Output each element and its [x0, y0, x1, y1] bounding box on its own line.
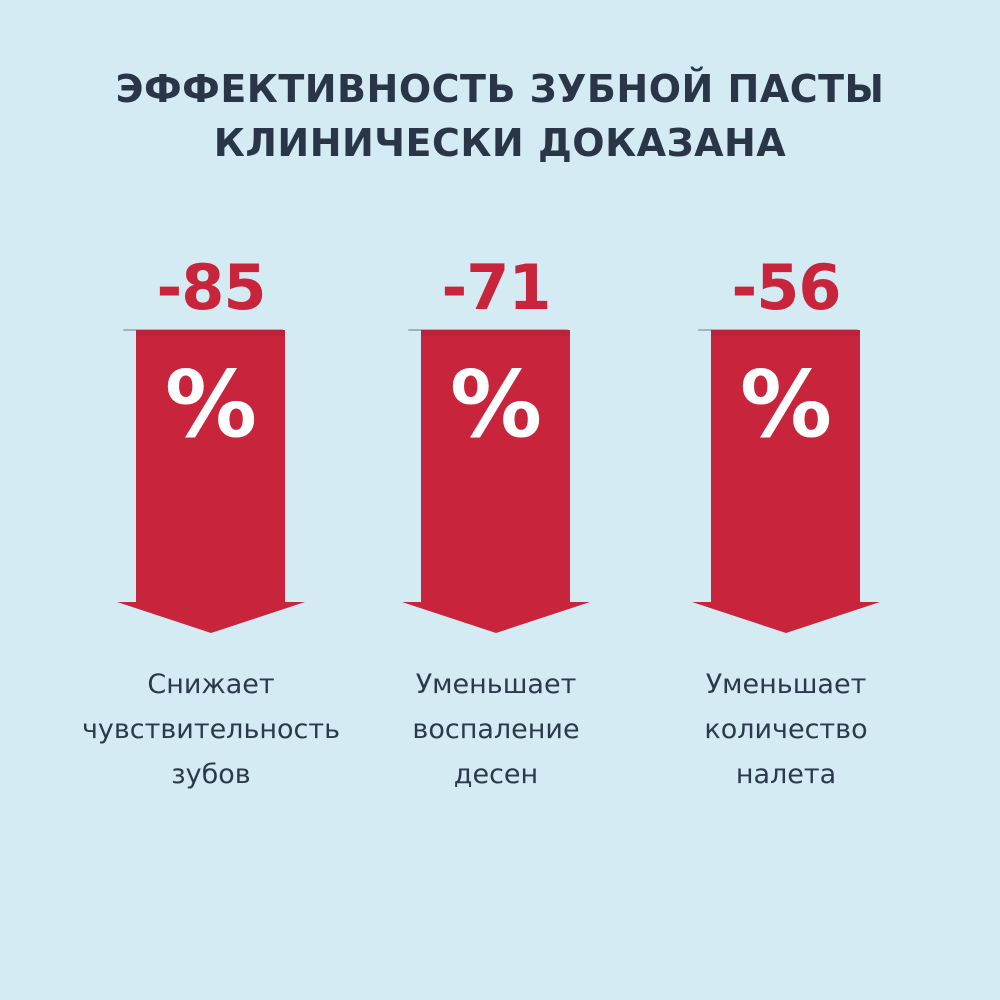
stat-caption: Снижает чувствительность зубов — [51, 662, 371, 797]
caption-line: десен — [453, 759, 539, 790]
caption-line: Уменьшает — [415, 669, 577, 700]
title-line-1: ЭФФЕКТИВНОСТЬ ЗУБНОЙ ПАСТЫ — [115, 67, 885, 111]
stat-value: -56 — [731, 251, 841, 324]
stat-caption: Уменьшает воспаление десен — [336, 662, 656, 797]
percent-sign: % — [164, 351, 258, 458]
caption-line: количество — [704, 714, 868, 745]
percent-sign: % — [449, 351, 543, 458]
stat-caption: Уменьшает количество налета — [626, 662, 946, 797]
caption-line: чувствительность — [81, 714, 341, 745]
title-line-2: КЛИНИЧЕСКИ ДОКАЗАНА — [213, 121, 787, 165]
stat-value: -71 — [441, 251, 551, 324]
caption-line: воспаление — [412, 714, 580, 745]
page-title: ЭФФЕКТИВНОСТЬ ЗУБНОЙ ПАСТЫ КЛИНИЧЕСКИ ДО… — [0, 62, 1000, 170]
caption-line: зубов — [171, 759, 251, 790]
caption-line: Уменьшает — [705, 669, 867, 700]
caption-line: Снижает — [147, 669, 275, 700]
stat-value: -85 — [156, 251, 266, 324]
caption-line: налета — [735, 759, 837, 790]
down-arrow-icon — [692, 330, 880, 633]
percent-sign: % — [739, 351, 833, 458]
down-arrow-icon — [117, 330, 305, 633]
down-arrow-icon — [402, 330, 590, 633]
